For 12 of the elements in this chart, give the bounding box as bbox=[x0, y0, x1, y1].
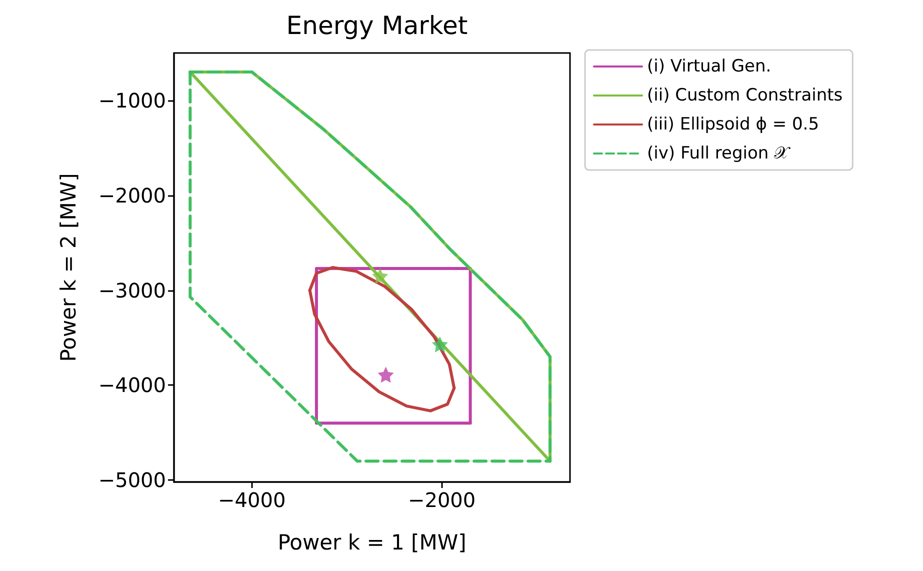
legend-label: (ii) Custom Constraints bbox=[647, 86, 843, 106]
legend-label: (iv) Full region 𝒳 bbox=[647, 144, 792, 164]
y-tick-label: −2000 bbox=[98, 183, 166, 208]
chart-title: Energy Market bbox=[286, 11, 468, 40]
y-tick-label: −3000 bbox=[98, 278, 166, 302]
y-tick-label: −4000 bbox=[98, 373, 166, 398]
y-tick-label: −1000 bbox=[98, 88, 166, 112]
x-axis-title: Power k = 1 [MW] bbox=[278, 530, 466, 554]
legend-label: (i) Virtual Gen. bbox=[647, 56, 772, 76]
y-tick-label: −5000 bbox=[98, 468, 166, 492]
legend-label: (iii) Ellipsoid ϕ = 0.5 bbox=[647, 114, 820, 134]
y-axis-title: Power k = 2 [MW] bbox=[56, 173, 80, 362]
